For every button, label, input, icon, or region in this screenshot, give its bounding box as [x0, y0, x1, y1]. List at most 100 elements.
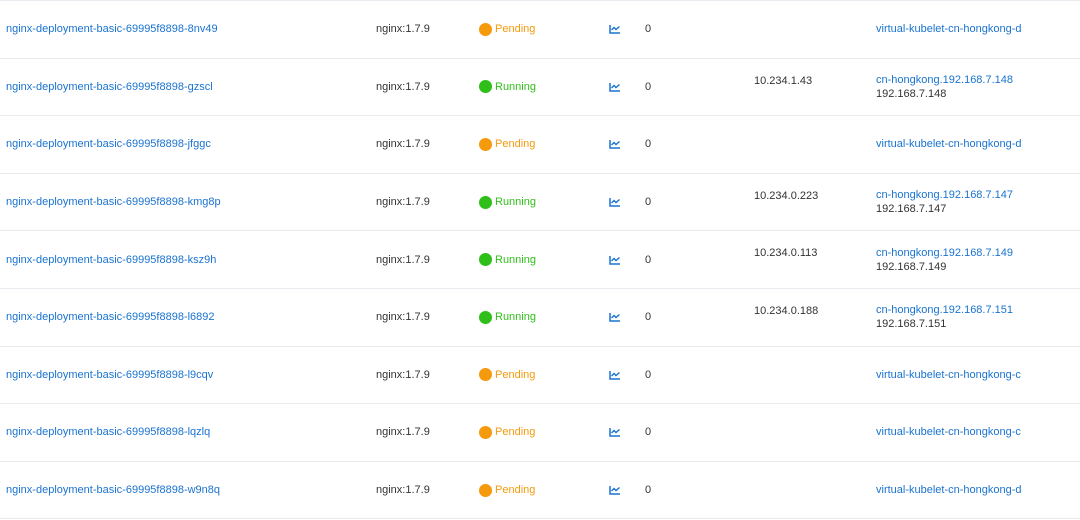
node-link[interactable]: cn-hongkong.192.168.7.148: [876, 73, 1014, 86]
restart-count: 0: [645, 138, 652, 151]
pod-ip: 10.234.0.188: [754, 304, 819, 317]
node-cell: cn-hongkong.192.168.7.151 192.168.7.151: [876, 289, 1013, 346]
status-dot-icon: [479, 253, 492, 267]
table-row: nginx-deployment-basic-69995f8898-kmg8p …: [0, 174, 1080, 232]
status-text: Pending: [495, 138, 536, 151]
status-text: Running: [495, 196, 536, 209]
pod-name-link[interactable]: nginx-deployment-basic-69995f8898-lqzlq: [6, 426, 211, 439]
image-cell: nginx:1.7.9: [376, 311, 430, 324]
pod-name-link[interactable]: nginx-deployment-basic-69995f8898-jfggc: [6, 138, 211, 151]
image-cell: nginx:1.7.9: [376, 253, 430, 266]
table-row: nginx-deployment-basic-69995f8898-lqzlq …: [0, 404, 1080, 462]
status-badge: Running: [479, 174, 536, 231]
image-cell: nginx:1.7.9: [376, 426, 430, 439]
node-cell: cn-hongkong.192.168.7.148 192.168.7.148: [876, 59, 1013, 116]
chart-line-icon: [609, 486, 620, 495]
status-badge: Pending: [479, 462, 535, 519]
restart-count: 0: [645, 80, 652, 93]
restart-count: 0: [645, 253, 652, 266]
status-badge: Running: [479, 59, 536, 116]
node-cell: virtual-kubelet-cn-hongkong-d: [876, 462, 1022, 519]
monitor-button[interactable]: [609, 59, 621, 116]
monitor-button[interactable]: [609, 174, 621, 231]
restart-count: 0: [645, 311, 652, 324]
image-cell: nginx:1.7.9: [376, 196, 430, 209]
status-badge: Running: [479, 289, 536, 346]
node-link[interactable]: cn-hongkong.192.168.7.151: [876, 304, 1014, 317]
pod-name-link[interactable]: nginx-deployment-basic-69995f8898-ksz9h: [6, 253, 217, 266]
table-row: nginx-deployment-basic-69995f8898-w9n8q …: [0, 462, 1080, 520]
chart-line-icon: [609, 140, 620, 150]
chart-line-icon: [609, 313, 620, 323]
status-dot-icon: [479, 22, 492, 36]
image-cell: nginx:1.7.9: [376, 484, 430, 497]
pod-name-link[interactable]: nginx-deployment-basic-69995f8898-l9cqv: [6, 368, 214, 381]
node-link[interactable]: virtual-kubelet-cn-hongkong-d: [876, 23, 1022, 36]
node-cell: virtual-kubelet-cn-hongkong-c: [876, 404, 1021, 461]
table-row: nginx-deployment-basic-69995f8898-l9cqv …: [0, 347, 1080, 405]
monitor-button[interactable]: [609, 462, 621, 519]
node-link[interactable]: virtual-kubelet-cn-hongkong-d: [876, 484, 1022, 497]
image-cell: nginx:1.7.9: [376, 80, 430, 93]
status-text: Pending: [495, 484, 536, 497]
image-cell: nginx:1.7.9: [376, 138, 430, 151]
monitor-button[interactable]: [609, 1, 621, 58]
pod-name-link[interactable]: nginx-deployment-basic-69995f8898-8nv49: [6, 23, 218, 36]
chart-line-icon: [609, 255, 620, 265]
node-ip: 192.168.7.147: [876, 203, 947, 216]
monitor-button[interactable]: [609, 347, 621, 404]
status-text: Pending: [495, 368, 536, 381]
node-ip: 192.168.7.151: [876, 318, 947, 331]
pod-name-link[interactable]: nginx-deployment-basic-69995f8898-w9n8q: [6, 484, 221, 497]
restart-count: 0: [645, 368, 652, 381]
restart-count: 0: [645, 196, 652, 209]
restart-count: 0: [645, 426, 652, 439]
monitor-button[interactable]: [609, 404, 621, 461]
status-text: Running: [495, 311, 536, 324]
node-link[interactable]: virtual-kubelet-cn-hongkong-c: [876, 368, 1021, 381]
pod-ip: 10.234.0.113: [754, 247, 818, 260]
status-dot-icon: [479, 310, 492, 324]
chart-line-icon: [609, 370, 620, 380]
status-badge: Pending: [479, 404, 535, 461]
image-cell: nginx:1.7.9: [376, 368, 430, 381]
node-link[interactable]: virtual-kubelet-cn-hongkong-c: [876, 426, 1021, 439]
chart-line-icon: [609, 82, 620, 92]
node-link[interactable]: cn-hongkong.192.168.7.149: [876, 246, 1014, 259]
status-text: Pending: [495, 426, 536, 439]
restart-count: 0: [645, 484, 652, 497]
chart-line-icon: [609, 198, 620, 207]
node-link[interactable]: cn-hongkong.192.168.7.147: [876, 189, 1014, 202]
status-dot-icon: [479, 195, 492, 209]
chart-line-icon: [609, 25, 620, 35]
chart-line-icon: [609, 428, 620, 438]
node-ip: 192.168.7.148: [876, 87, 947, 100]
node-cell: virtual-kubelet-cn-hongkong-c: [876, 347, 1021, 404]
monitor-button[interactable]: [609, 289, 621, 346]
status-dot-icon: [479, 483, 492, 497]
node-link[interactable]: virtual-kubelet-cn-hongkong-d: [876, 138, 1022, 151]
status-badge: Pending: [479, 116, 535, 173]
node-cell: virtual-kubelet-cn-hongkong-d: [876, 116, 1022, 173]
table-row: nginx-deployment-basic-69995f8898-8nv49 …: [0, 1, 1080, 59]
pod-name-link[interactable]: nginx-deployment-basic-69995f8898-l6892: [6, 311, 215, 324]
node-cell: cn-hongkong.192.168.7.149 192.168.7.149: [876, 231, 1013, 288]
pod-name-link[interactable]: nginx-deployment-basic-69995f8898-gzscl: [6, 80, 213, 93]
node-cell: virtual-kubelet-cn-hongkong-d: [876, 1, 1022, 58]
status-dot-icon: [479, 80, 492, 94]
pod-ip: 10.234.0.223: [754, 189, 819, 202]
status-dot-icon: [479, 425, 492, 439]
pod-ip: 10.234.1.43: [754, 74, 813, 87]
node-cell: cn-hongkong.192.168.7.147 192.168.7.147: [876, 174, 1013, 231]
status-badge: Running: [479, 231, 536, 288]
monitor-button[interactable]: [609, 116, 621, 173]
status-badge: Pending: [479, 347, 535, 404]
table-row: nginx-deployment-basic-69995f8898-gzscl …: [0, 59, 1080, 117]
pod-name-link[interactable]: nginx-deployment-basic-69995f8898-kmg8p: [6, 196, 221, 209]
node-ip: 192.168.7.149: [876, 260, 947, 273]
restart-count: 0: [645, 23, 652, 36]
status-text: Pending: [495, 23, 536, 36]
monitor-button[interactable]: [609, 231, 621, 288]
status-badge: Pending: [479, 1, 535, 58]
